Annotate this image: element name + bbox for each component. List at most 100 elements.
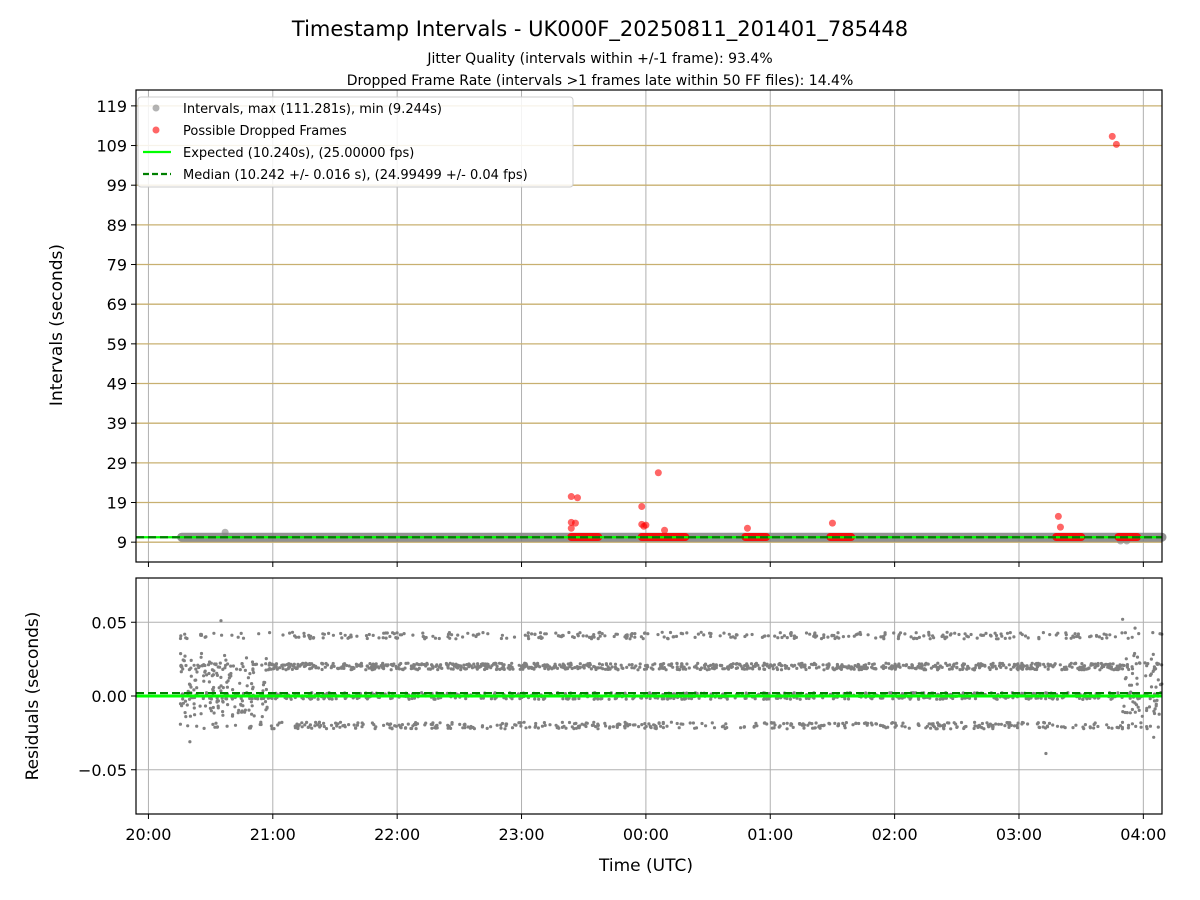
residual-point [1045, 725, 1050, 729]
residual-point [857, 668, 861, 672]
residual-point [572, 635, 576, 640]
residual-point [395, 636, 399, 640]
residual-point [1043, 665, 1047, 669]
residual-point [469, 664, 473, 668]
residual-point [742, 725, 747, 729]
residual-point [846, 697, 851, 701]
residual-point [798, 722, 802, 726]
residual-point [330, 697, 334, 701]
residual-point [1123, 631, 1127, 635]
residual-point [991, 723, 995, 728]
residual-point [318, 725, 322, 729]
x-tick-label: 22:00 [374, 825, 420, 844]
residual-point [937, 665, 941, 669]
residual-point [499, 723, 503, 727]
residual-point [1137, 632, 1141, 636]
residual-point [892, 664, 897, 668]
residual-point [941, 633, 945, 637]
residual-point [264, 668, 268, 672]
residual-point [636, 668, 640, 672]
residual-point [1135, 655, 1140, 659]
residual-point [471, 633, 475, 637]
residual-point [637, 725, 641, 729]
residual-point [782, 634, 787, 638]
residual-point [221, 713, 225, 717]
residual-point [502, 663, 506, 667]
legend-marker-intervals [152, 104, 160, 112]
residual-point [833, 636, 837, 641]
residual-point [712, 726, 717, 730]
residual-point [808, 632, 812, 636]
residual-point [268, 661, 272, 666]
residual-point [561, 697, 565, 701]
residual-point [384, 636, 388, 640]
residual-point [1126, 636, 1130, 640]
x-tick-label: 03:00 [996, 825, 1042, 844]
residual-point [389, 668, 393, 672]
residual-point [600, 696, 604, 701]
residual-point [456, 633, 460, 637]
intervals-grid [136, 90, 1162, 562]
residual-point [178, 636, 183, 641]
dropped-frame-point [573, 494, 581, 502]
residual-point [389, 662, 393, 667]
residual-point [495, 723, 499, 727]
residual-point [480, 725, 484, 729]
residual-point [206, 663, 211, 667]
residual-point [1044, 691, 1048, 695]
residual-point [296, 726, 300, 731]
residual-point [1153, 707, 1157, 711]
residual-point [592, 633, 596, 637]
residual-point [310, 666, 314, 670]
residual-point [431, 665, 435, 669]
residual-point [195, 686, 199, 690]
residual-point [521, 663, 526, 667]
residual-point [835, 665, 839, 670]
intervals-plot: 9 19 29 39 49 59 69 79 89 99 109 119 Intervals, max… [96, 89, 1167, 567]
residual-point [959, 720, 964, 725]
residual-point [1074, 661, 1078, 665]
residual-point [1073, 632, 1077, 636]
residual-point [517, 721, 521, 725]
residual-point [304, 663, 308, 667]
residual-point [927, 722, 931, 726]
residual-point [248, 725, 252, 729]
residual-point [804, 631, 809, 635]
residual-point [543, 723, 547, 728]
residual-point [517, 663, 521, 667]
residual-point [1019, 664, 1023, 668]
residual-point [607, 697, 611, 701]
residual-point [224, 658, 228, 662]
residual-point [420, 662, 424, 666]
residual-point [506, 666, 510, 670]
residual-point [603, 721, 607, 726]
residual-point [208, 701, 212, 705]
residual-point [240, 699, 244, 703]
residual-point [324, 727, 329, 731]
residuals-plot: 20:00 21:00 22:00 23:00 00:00 01:00 02:00 03:00… [78, 577, 1166, 844]
residual-point [538, 665, 542, 669]
residual-point [685, 631, 689, 635]
residual-point [1083, 723, 1087, 727]
residual-point [483, 664, 487, 669]
residual-point [689, 697, 694, 701]
residual-point [507, 663, 511, 668]
residual-point [980, 721, 985, 726]
residual-point [527, 666, 531, 670]
intervals-ylabel: Intervals (seconds) [47, 244, 67, 406]
residual-point [371, 633, 375, 638]
residual-point [777, 725, 781, 729]
residual-point [1125, 665, 1129, 669]
residual-point [891, 721, 895, 725]
residual-point [794, 635, 799, 640]
residual-point [1060, 668, 1064, 672]
residual-point [219, 619, 223, 623]
residual-point [264, 687, 268, 692]
residual-point [505, 636, 509, 640]
y-tick-label: 59 [107, 335, 127, 354]
residual-point [437, 636, 441, 641]
y-tick-label: 49 [107, 375, 127, 394]
figure-subtitle-jitter: Jitter Quality (intervals within +/-1 fr… [426, 51, 772, 67]
residual-point [338, 720, 343, 724]
residual-point [807, 696, 811, 701]
